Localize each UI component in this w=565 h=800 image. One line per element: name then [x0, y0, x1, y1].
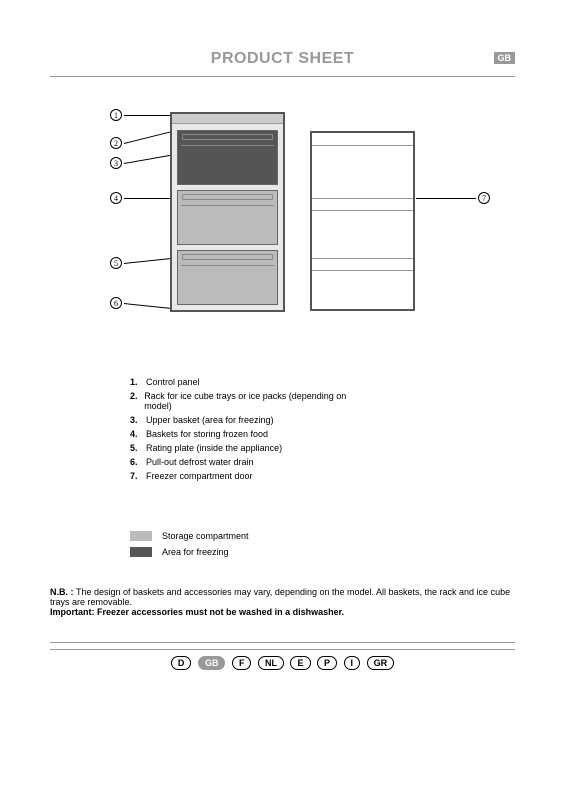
- list-item: 2.Rack for ice cube trays or ice packs (…: [130, 391, 350, 411]
- callout-4: 4: [110, 192, 122, 204]
- lang-gb[interactable]: GB: [198, 656, 226, 670]
- lang-f[interactable]: F: [232, 656, 252, 670]
- parts-list: 1.Control panel 2.Rack for ice cube tray…: [130, 377, 515, 481]
- door-line: [312, 145, 413, 146]
- nb-text: The design of baskets and accessories ma…: [50, 587, 510, 607]
- door-line: [312, 258, 413, 259]
- important-text: Important: Freezer accessories must not …: [50, 607, 344, 617]
- list-item: 6.Pull-out defrost water drain: [130, 457, 350, 467]
- legend-storage: Storage compartment: [130, 531, 515, 541]
- lang-i[interactable]: I: [344, 656, 361, 670]
- door-line: [312, 198, 413, 199]
- legend-freezing: Area for freezing: [130, 547, 515, 557]
- callout-3: 3: [110, 157, 122, 169]
- swatch-dark: [130, 547, 152, 557]
- storage-basket-lower: [177, 250, 278, 305]
- notes: N.B. : The design of baskets and accesso…: [50, 587, 515, 617]
- drawer-line: [181, 265, 274, 266]
- lang-p[interactable]: P: [317, 656, 337, 670]
- footer-rule: [50, 642, 515, 643]
- list-item: 7.Freezer compartment door: [130, 471, 350, 481]
- header-rule: [50, 76, 515, 77]
- list-item: 4.Baskets for storing frozen food: [130, 429, 350, 439]
- callout-6: 6: [110, 297, 122, 309]
- header: PRODUCT SHEET GB: [50, 50, 515, 68]
- door-line: [312, 210, 413, 211]
- lang-e[interactable]: E: [290, 656, 310, 670]
- legend-label: Area for freezing: [162, 547, 229, 557]
- nb-label: N.B. :: [50, 587, 76, 597]
- freezer-unit-front: [170, 112, 285, 312]
- drawer-handle: [182, 134, 273, 140]
- callout-line: [124, 303, 172, 309]
- callout-2: 2: [110, 137, 122, 149]
- lang-nl[interactable]: NL: [258, 656, 284, 670]
- callout-7: 7: [478, 192, 490, 204]
- list-item: 3.Upper basket (area for freezing): [130, 415, 350, 425]
- product-diagram: 1 2 3 4 5 6 7: [50, 107, 515, 337]
- language-footer: D GB F NL E P I GR: [50, 649, 515, 670]
- page-title: PRODUCT SHEET: [50, 50, 515, 68]
- drawer-handle: [182, 254, 273, 260]
- swatch-light: [130, 531, 152, 541]
- callout-line: [416, 198, 476, 199]
- lang-gr[interactable]: GR: [367, 656, 395, 670]
- legend: Storage compartment Area for freezing: [130, 531, 515, 557]
- callout-1: 1: [110, 109, 122, 121]
- drawer-line: [181, 205, 274, 206]
- upper-basket-freezing: [177, 130, 278, 185]
- list-item: 5.Rating plate (inside the appliance): [130, 443, 350, 453]
- storage-basket-mid: [177, 190, 278, 245]
- door-line: [312, 270, 413, 271]
- lang-d[interactable]: D: [171, 656, 192, 670]
- legend-label: Storage compartment: [162, 531, 249, 541]
- drawer-handle: [182, 194, 273, 200]
- callout-5: 5: [110, 257, 122, 269]
- callout-line: [124, 115, 170, 116]
- list-item: 1.Control panel: [130, 377, 350, 387]
- freezer-door: [310, 131, 415, 311]
- language-badge: GB: [494, 52, 516, 64]
- page: PRODUCT SHEET GB 1 2 3 4 5 6 7: [0, 0, 565, 700]
- drawer-line: [181, 145, 274, 146]
- control-panel-area: [172, 114, 283, 124]
